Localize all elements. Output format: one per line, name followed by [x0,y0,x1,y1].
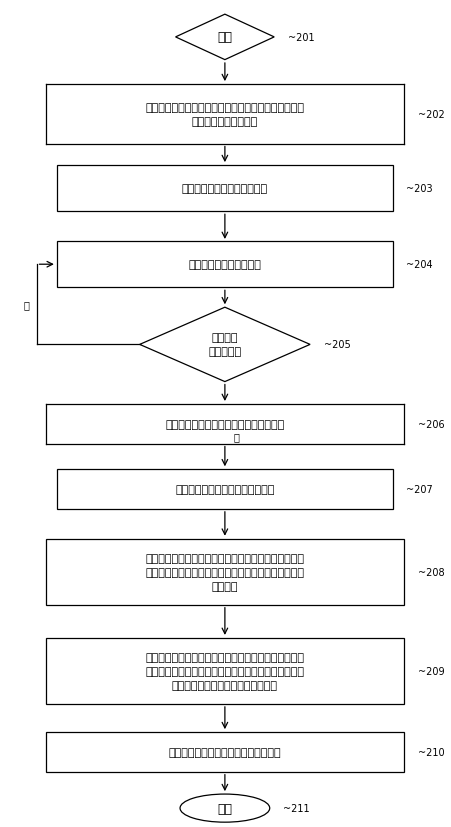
Polygon shape [175,15,274,60]
Bar [46,732,403,772]
Text: ~211: ~211 [282,803,309,813]
Text: ~205: ~205 [323,340,350,350]
Text: 结束: 结束 [217,801,232,815]
Text: ~204: ~204 [405,260,432,270]
Bar [46,539,403,605]
Text: 驱动层从遥控信号的头部数据解析出遥控器协议、根据
遥控器协议对遥控信号解码、获得遥控器系统码和实际
按键码值: 驱动层从遥控信号的头部数据解析出遥控器协议、根据 遥控器协议对遥控信号解码、获得… [145,553,304,591]
Text: ~208: ~208 [417,567,443,577]
Polygon shape [139,308,309,382]
Text: ~201: ~201 [287,33,313,43]
Bar [46,638,403,704]
Text: 接收遥控信号、写入至先入先出消息队列: 接收遥控信号、写入至先入先出消息队列 [165,419,284,429]
Text: 驱动层从消息队列中读取遥控信号: 驱动层从消息队列中读取遥控信号 [175,485,274,495]
Text: 否: 否 [24,300,30,310]
Text: 是: 是 [233,432,239,442]
Text: 等待遥控器发出遥控信号: 等待遥控器发出遥控信号 [188,260,261,270]
Bar [57,242,392,288]
Text: ~210: ~210 [417,747,443,757]
Bar [57,470,392,509]
Text: 应用层根据映射按键码值执行按键功能: 应用层根据映射按键码值执行按键功能 [168,747,281,757]
Text: ~209: ~209 [417,666,443,676]
Ellipse shape [179,794,269,822]
Text: ~206: ~206 [417,419,443,429]
Text: ~203: ~203 [405,184,432,194]
Text: ~202: ~202 [417,110,443,120]
Text: 根据系统码和实际按键码值从遥控器按键码值映射表中
查找与实际按键码值相对应的映射按键码值、将映射按
键码值以回调函数方式传递至应用层: 根据系统码和实际按键码值从遥控器按键码值映射表中 查找与实际按键码值相对应的映射… [145,653,304,690]
Text: 开始: 开始 [217,31,232,45]
Text: 遥控信号接收设备执行初始化: 遥控信号接收设备执行初始化 [181,184,267,194]
Text: 有遥控器
按键中否？: 有遥控器 按键中否？ [208,333,241,357]
Text: 在驱动层中集成至少两种遥控器协议，在应用层中生成
遥控器按键码值映射表: 在驱动层中集成至少两种遥控器协议，在应用层中生成 遥控器按键码值映射表 [145,103,304,127]
Text: ~207: ~207 [405,485,432,495]
Bar [57,166,392,212]
